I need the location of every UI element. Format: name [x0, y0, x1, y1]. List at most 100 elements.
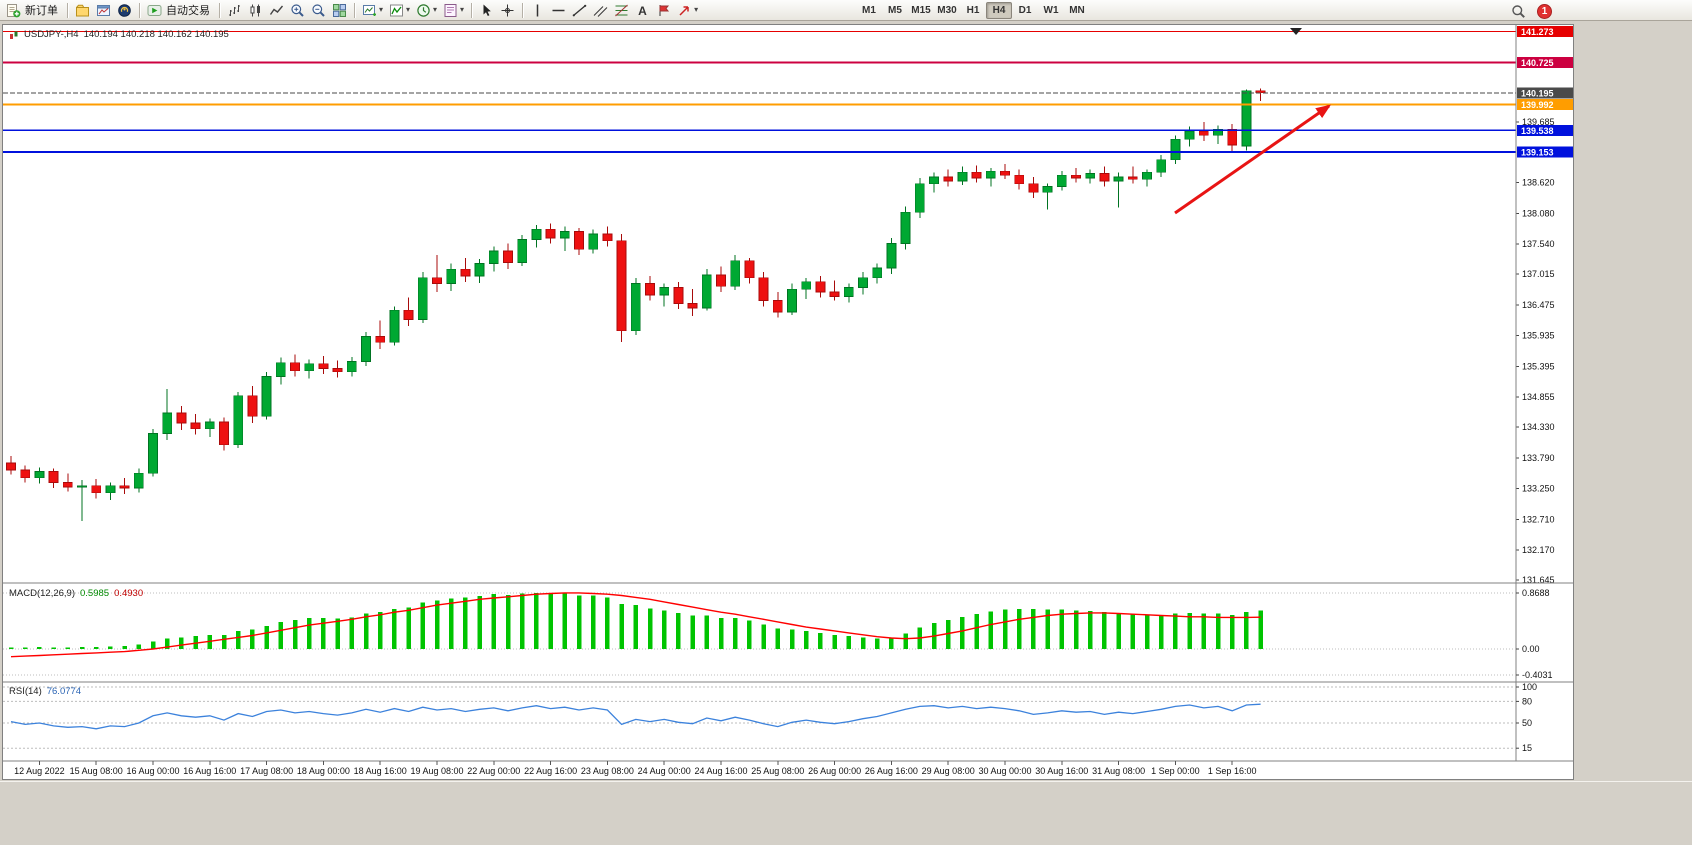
svg-text:24 Aug 00:00: 24 Aug 00:00: [638, 766, 691, 776]
svg-text:25 Aug 08:00: 25 Aug 08:00: [751, 766, 804, 776]
new-order-button[interactable]: 新订单: [3, 1, 63, 20]
label-tool-button[interactable]: [653, 1, 674, 20]
rsi-indicator: 100 80 50 15: [3, 682, 1537, 753]
timeframe-m15[interactable]: M15: [911, 5, 931, 16]
level-line-140.725[interactable]: 140.725: [3, 57, 1573, 69]
svg-text:23 Aug 08:00: 23 Aug 08:00: [581, 766, 634, 776]
vertical-line-button[interactable]: [527, 1, 548, 20]
autotrading-button[interactable]: 自动交易: [144, 1, 215, 20]
svg-text:16 Aug 16:00: 16 Aug 16:00: [183, 766, 236, 776]
chart-title: USDJPY-,H4 140.194 140.218 140.162 140.1…: [9, 29, 229, 40]
line-chart-icon: [269, 5, 284, 15]
bar-chart-button[interactable]: [224, 1, 245, 20]
arrows-tool-icon: [679, 5, 689, 16]
status-bar: [0, 781, 1692, 845]
zoom-out-button[interactable]: [308, 1, 329, 20]
community-button[interactable]: [114, 1, 135, 20]
svg-text:15: 15: [1522, 743, 1532, 753]
search-button[interactable]: [1508, 2, 1529, 21]
svg-text:29 Aug 08:00: 29 Aug 08:00: [922, 766, 975, 776]
svg-text:135.935: 135.935: [1522, 331, 1555, 341]
notification-badge[interactable]: 1: [1537, 4, 1552, 19]
timeframe-toolbar: M1 M5 M15 M30 H1 H4 D1 W1 MN: [856, 2, 1090, 19]
templates-icon: [444, 3, 457, 17]
dropdown-arrow-icon: ▾: [433, 5, 438, 14]
horizontal-line-button[interactable]: [548, 1, 569, 20]
profiles-button[interactable]: [72, 1, 93, 20]
chart-canvas[interactable]: 141.273 140.725 140.195 139.992 139.538 139.1…: [3, 25, 1573, 779]
time-axis[interactable]: 12 Aug 2022 15 Aug 08:00 16 Aug 00:00 16 Au…: [14, 761, 1256, 776]
pane-separators[interactable]: [3, 582, 1573, 762]
timeframe-h4[interactable]: H4: [986, 2, 1012, 19]
svg-text:133.250: 133.250: [1522, 484, 1555, 494]
vertical-line-icon: [536, 4, 539, 16]
fibonacci-icon: [615, 4, 628, 16]
svg-text:138.620: 138.620: [1522, 178, 1555, 188]
timeframe-h1[interactable]: H1: [966, 5, 980, 16]
level-line-141.273[interactable]: 141.273: [3, 25, 1573, 37]
candlestick-chart-button[interactable]: [245, 1, 266, 20]
candlestick-series: [6, 88, 1266, 522]
timeframe-w1[interactable]: W1: [1043, 5, 1059, 16]
crosshair-button[interactable]: [497, 1, 518, 20]
macd-signal-value: 0.4930: [114, 588, 144, 599]
svg-text:0.00: 0.00: [1522, 644, 1540, 654]
tile-windows-button[interactable]: [329, 1, 350, 20]
toolbar-separator: [522, 2, 524, 18]
svg-text:50: 50: [1522, 718, 1532, 728]
chart-ohlc-values: 140.194 140.218 140.162 140.195: [83, 29, 229, 40]
level-line-139.538[interactable]: 139.538: [3, 124, 1573, 136]
toolbar-separator: [219, 2, 220, 18]
level-line-139.153[interactable]: 139.153: [3, 146, 1573, 158]
timeframe-m5[interactable]: M5: [888, 5, 902, 16]
timeframe-mn[interactable]: MN: [1069, 5, 1085, 16]
chart-shift-marker[interactable]: [1290, 28, 1302, 35]
indicators-button[interactable]: ▾: [386, 1, 413, 20]
fibonacci-button[interactable]: [611, 1, 632, 20]
trend-arrow[interactable]: [1174, 104, 1331, 215]
zoom-in-icon: [291, 3, 304, 17]
svg-text:135.395: 135.395: [1522, 361, 1555, 371]
label-tool-icon: [659, 4, 670, 16]
svg-text:134.855: 134.855: [1522, 392, 1555, 402]
svg-text:26 Aug 16:00: 26 Aug 16:00: [865, 766, 918, 776]
svg-text:139.992: 139.992: [1521, 100, 1554, 110]
svg-text:26 Aug 00:00: 26 Aug 00:00: [808, 766, 861, 776]
level-line-140.195[interactable]: 140.195: [3, 87, 1573, 99]
svg-text:18 Aug 16:00: 18 Aug 16:00: [354, 766, 407, 776]
timeframe-m1[interactable]: M1: [862, 5, 876, 16]
timeframe-m30[interactable]: M30: [937, 5, 957, 16]
svg-text:19 Aug 08:00: 19 Aug 08:00: [410, 766, 463, 776]
svg-text:132.710: 132.710: [1522, 514, 1555, 524]
channel-button[interactable]: [590, 1, 611, 20]
svg-text:30 Aug 00:00: 30 Aug 00:00: [978, 766, 1031, 776]
toolbar-right-tools: 1: [1508, 2, 1552, 21]
templates-button[interactable]: ▾: [440, 1, 467, 20]
svg-text:15 Aug 08:00: 15 Aug 08:00: [70, 766, 123, 776]
text-tool-button[interactable]: A: [632, 1, 653, 20]
periods-button[interactable]: ▾: [413, 1, 440, 20]
line-chart-button[interactable]: [266, 1, 287, 20]
trendline-button[interactable]: [569, 1, 590, 20]
new-chart-button[interactable]: ▾: [359, 1, 386, 20]
tile-windows-icon: [333, 3, 346, 17]
level-line-139.992[interactable]: 139.992: [3, 98, 1573, 110]
zoom-in-button[interactable]: [287, 1, 308, 20]
cursor-button[interactable]: [476, 1, 497, 20]
horizontal-line-icon: [552, 9, 565, 11]
cursor-icon: [483, 4, 491, 16]
svg-text:140.725: 140.725: [1521, 58, 1554, 68]
arrows-tool-button[interactable]: ▾: [674, 1, 701, 20]
new-order-label: 新订单: [25, 5, 58, 17]
svg-text:22 Aug 00:00: 22 Aug 00:00: [467, 766, 520, 776]
price-axis[interactable]: 139.685 138.620 138.080 137.540 137.015 136.4…: [1515, 25, 1555, 761]
svg-text:139.538: 139.538: [1521, 126, 1554, 136]
svg-text:30 Aug 16:00: 30 Aug 16:00: [1035, 766, 1088, 776]
macd-histogram: [8, 592, 1263, 649]
charts-button[interactable]: [93, 1, 114, 20]
svg-text:141.273: 141.273: [1521, 27, 1554, 37]
indicators-icon: [390, 4, 404, 16]
timeframe-d1[interactable]: D1: [1018, 5, 1032, 16]
svg-text:137.015: 137.015: [1522, 269, 1555, 279]
charts-icon: [97, 4, 110, 16]
